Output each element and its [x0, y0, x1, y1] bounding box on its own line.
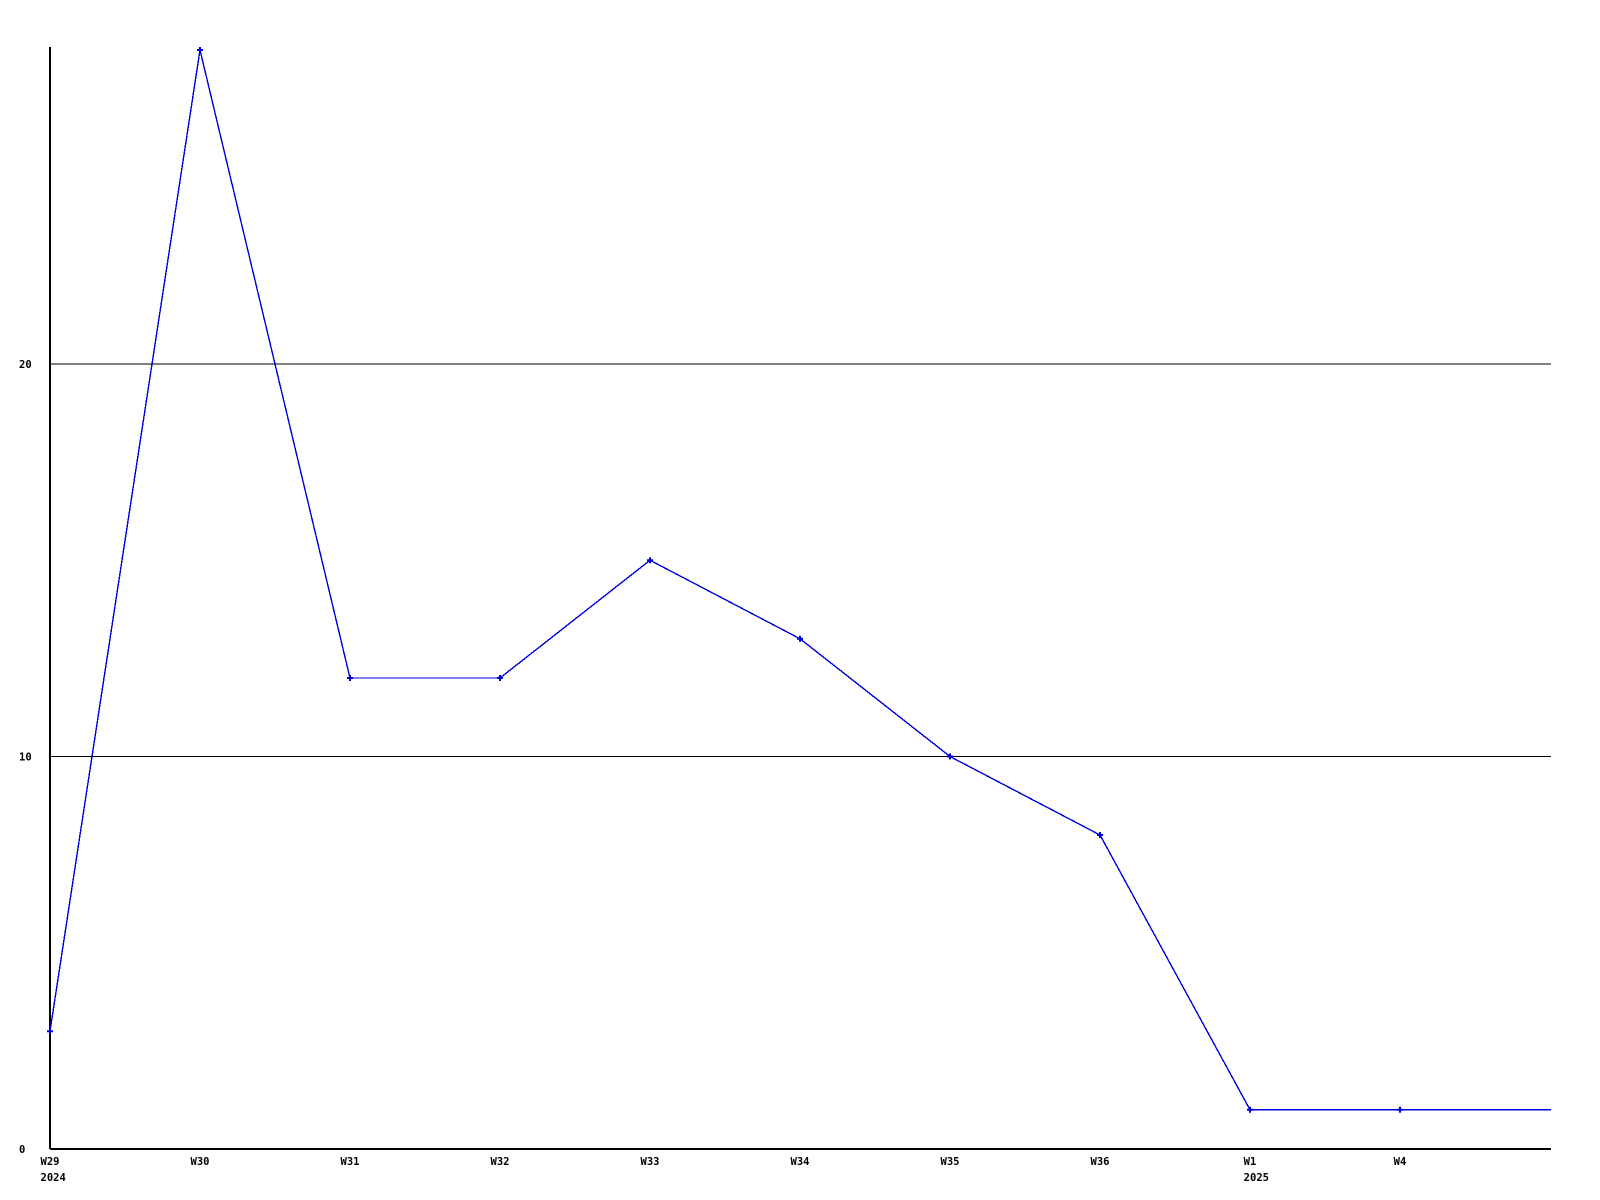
- x-tick-label: W1: [1244, 1156, 1257, 1168]
- x-tick-label: W31: [341, 1156, 360, 1168]
- x-tick-label: W35: [941, 1156, 960, 1168]
- x-tick-label: W32: [491, 1156, 510, 1168]
- x-tick-label: W34: [791, 1156, 810, 1168]
- y-tick-label: 20: [19, 359, 32, 371]
- y-tick-label: 10: [19, 752, 32, 764]
- data-point-marker: [197, 47, 203, 53]
- data-point-marker: [497, 675, 503, 681]
- x-tick-label: W29: [41, 1156, 60, 1168]
- data-series-line: [49, 49, 1551, 1111]
- data-point-marker: [1097, 832, 1103, 838]
- data-point-marker: [347, 675, 353, 681]
- x-tick-label: W33: [641, 1156, 660, 1168]
- data-point-marker: [647, 557, 653, 564]
- data-point-marker: [947, 753, 953, 760]
- data-point-marker: [1247, 1106, 1253, 1113]
- x-year-label: 2025: [1244, 1172, 1269, 1184]
- y-tick-label: 0: [19, 1144, 25, 1156]
- data-point-marker: [797, 635, 803, 642]
- data-point-marker: [47, 1028, 53, 1035]
- x-tick-label: W36: [1091, 1156, 1110, 1168]
- x-year-label: 2024: [41, 1172, 66, 1184]
- x-tick-label: W4: [1394, 1156, 1407, 1168]
- data-point-marker: [1397, 1106, 1403, 1113]
- x-tick-label: W30: [191, 1156, 210, 1168]
